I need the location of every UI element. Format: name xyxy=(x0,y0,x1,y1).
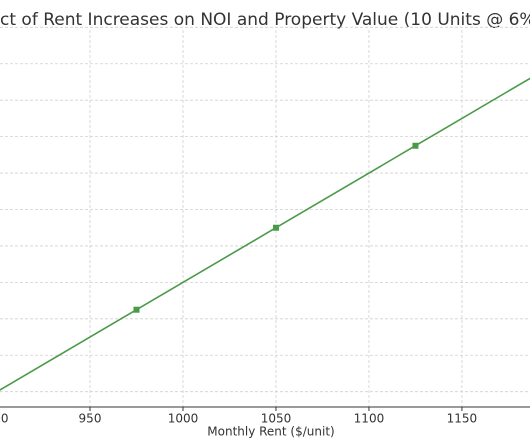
x-tick-label: 950 xyxy=(79,412,102,426)
x-tick-label: 900 xyxy=(0,412,8,426)
line xyxy=(0,77,530,391)
marker xyxy=(272,224,279,231)
x-axis-label: Monthly Rent ($/unit) xyxy=(207,425,334,439)
x-tick-label: 1150 xyxy=(447,412,478,426)
chart-title: ct of Rent Increases on NOI and Property… xyxy=(0,10,530,30)
marker xyxy=(133,306,140,313)
x-tick-label: 1050 xyxy=(261,412,292,426)
marker xyxy=(412,142,419,149)
x-tick-label: 1100 xyxy=(354,412,385,426)
x-tick-label: 1000 xyxy=(168,412,199,426)
